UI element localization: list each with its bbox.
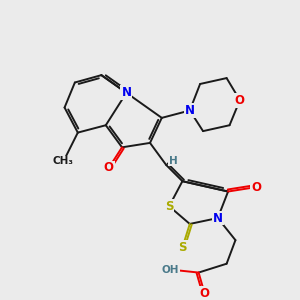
Text: N: N bbox=[185, 104, 195, 117]
Text: S: S bbox=[165, 200, 173, 213]
Text: CH₃: CH₃ bbox=[52, 157, 74, 166]
Text: O: O bbox=[200, 287, 209, 300]
Text: O: O bbox=[251, 181, 261, 194]
Text: S: S bbox=[178, 241, 187, 254]
Text: O: O bbox=[104, 161, 114, 175]
Text: H: H bbox=[169, 156, 178, 166]
Text: N: N bbox=[213, 212, 223, 224]
Text: OH: OH bbox=[162, 265, 179, 275]
Text: N: N bbox=[122, 86, 131, 99]
Text: O: O bbox=[235, 94, 245, 107]
